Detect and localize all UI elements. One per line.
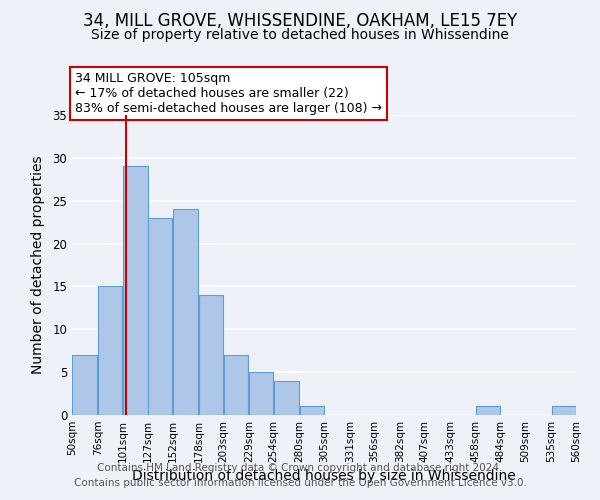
Bar bbox=[224, 355, 248, 415]
Bar bbox=[98, 286, 122, 415]
Bar bbox=[476, 406, 500, 415]
Text: Size of property relative to detached houses in Whissendine: Size of property relative to detached ho… bbox=[91, 28, 509, 42]
Bar bbox=[551, 406, 575, 415]
Bar bbox=[299, 406, 323, 415]
Bar bbox=[274, 380, 299, 415]
X-axis label: Distribution of detached houses by size in Whissendine: Distribution of detached houses by size … bbox=[132, 469, 516, 483]
Text: 34 MILL GROVE: 105sqm
← 17% of detached houses are smaller (22)
83% of semi-deta: 34 MILL GROVE: 105sqm ← 17% of detached … bbox=[74, 72, 382, 115]
Text: Contains HM Land Registry data © Crown copyright and database right 2024.
Contai: Contains HM Land Registry data © Crown c… bbox=[74, 462, 526, 487]
Bar bbox=[123, 166, 148, 415]
Bar bbox=[73, 355, 97, 415]
Bar bbox=[249, 372, 273, 415]
Y-axis label: Number of detached properties: Number of detached properties bbox=[31, 156, 46, 374]
Bar bbox=[199, 295, 223, 415]
Bar bbox=[173, 210, 198, 415]
Text: 34, MILL GROVE, WHISSENDINE, OAKHAM, LE15 7EY: 34, MILL GROVE, WHISSENDINE, OAKHAM, LE1… bbox=[83, 12, 517, 30]
Bar bbox=[148, 218, 172, 415]
